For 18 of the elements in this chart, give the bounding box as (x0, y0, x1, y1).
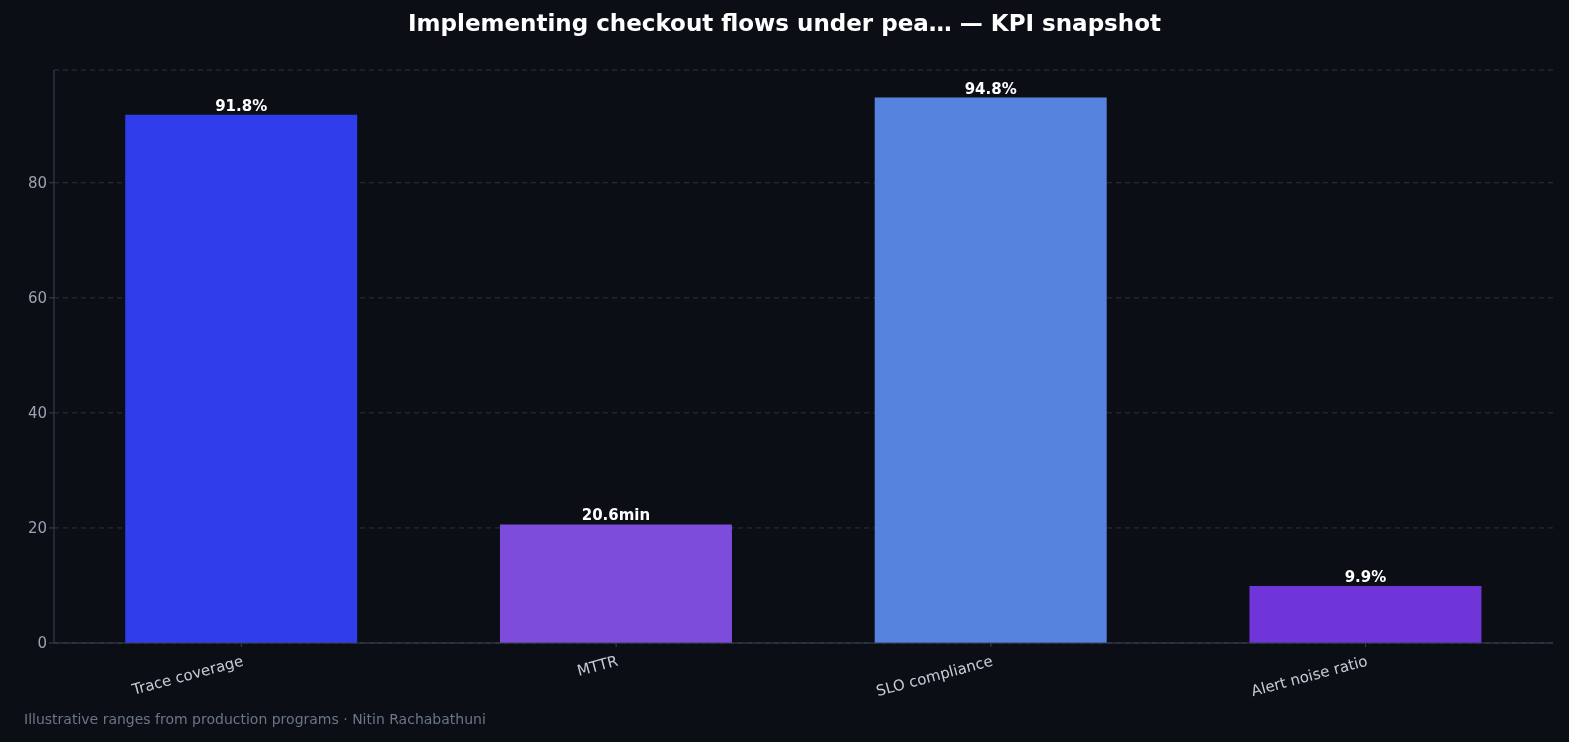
data-label: 94.8% (964, 79, 1017, 98)
data-label: 91.8% (215, 96, 268, 115)
x-tick-label: Alert noise ratio (1249, 651, 1370, 701)
data-label: 20.6min (581, 506, 651, 525)
x-tick-label: MTTR (575, 651, 620, 680)
x-tick-label: Trace coverage (129, 651, 246, 699)
bar (874, 97, 1107, 643)
y-tick-label: 0 (37, 634, 47, 653)
y-tick-label: 20 (27, 519, 47, 538)
y-tick-label: 60 (27, 289, 47, 308)
bar (499, 524, 732, 643)
y-tick-label: 40 (27, 404, 47, 423)
bar (125, 114, 358, 643)
text: Illustrative ranges from production programs · Nitin Rachabathuni (24, 711, 486, 727)
chart-title: Implementing checkout flows under pea… — KPI snapshot (407, 10, 1162, 36)
y-tick-label: 80 (27, 174, 47, 193)
bar (1249, 586, 1482, 643)
data-label: 9.9% (1344, 568, 1387, 587)
